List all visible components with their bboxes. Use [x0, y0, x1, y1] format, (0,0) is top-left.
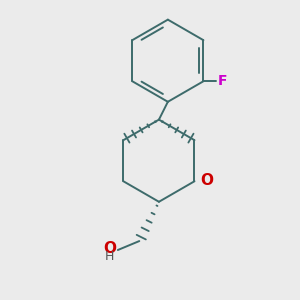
Text: O: O — [103, 241, 116, 256]
Text: H: H — [105, 250, 114, 263]
Text: O: O — [200, 173, 213, 188]
Text: F: F — [218, 74, 227, 88]
